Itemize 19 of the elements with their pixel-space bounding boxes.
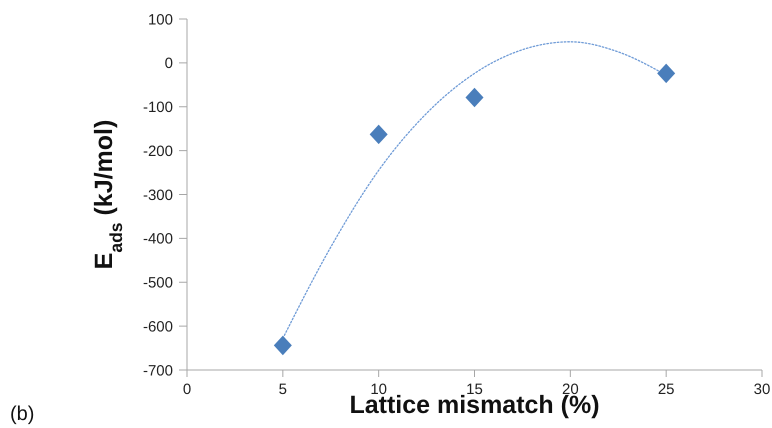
point [370,124,388,144]
y-tick-label: -300 [142,186,173,204]
y-tick-label: -700 [142,362,173,380]
x-tick-label: 25 [658,381,675,398]
x-tick-label: 30 [754,381,770,398]
y-tick-label: -200 [142,142,173,160]
y-tick-label: -100 [142,99,173,116]
y-tick-label: 0 [164,55,173,72]
x-tick-label: 15 [466,381,483,398]
x-tick-label: 0 [182,381,192,398]
point [465,88,484,108]
point [274,336,292,356]
text: (b) [10,403,34,425]
y-tick-label: -400 [142,230,173,248]
y-tick-label: -500 [142,274,173,292]
y-tick-label: -600 [142,318,173,336]
y-tick-label: 100 [148,11,173,28]
point [657,64,676,84]
x-tick-label: 5 [278,381,288,398]
